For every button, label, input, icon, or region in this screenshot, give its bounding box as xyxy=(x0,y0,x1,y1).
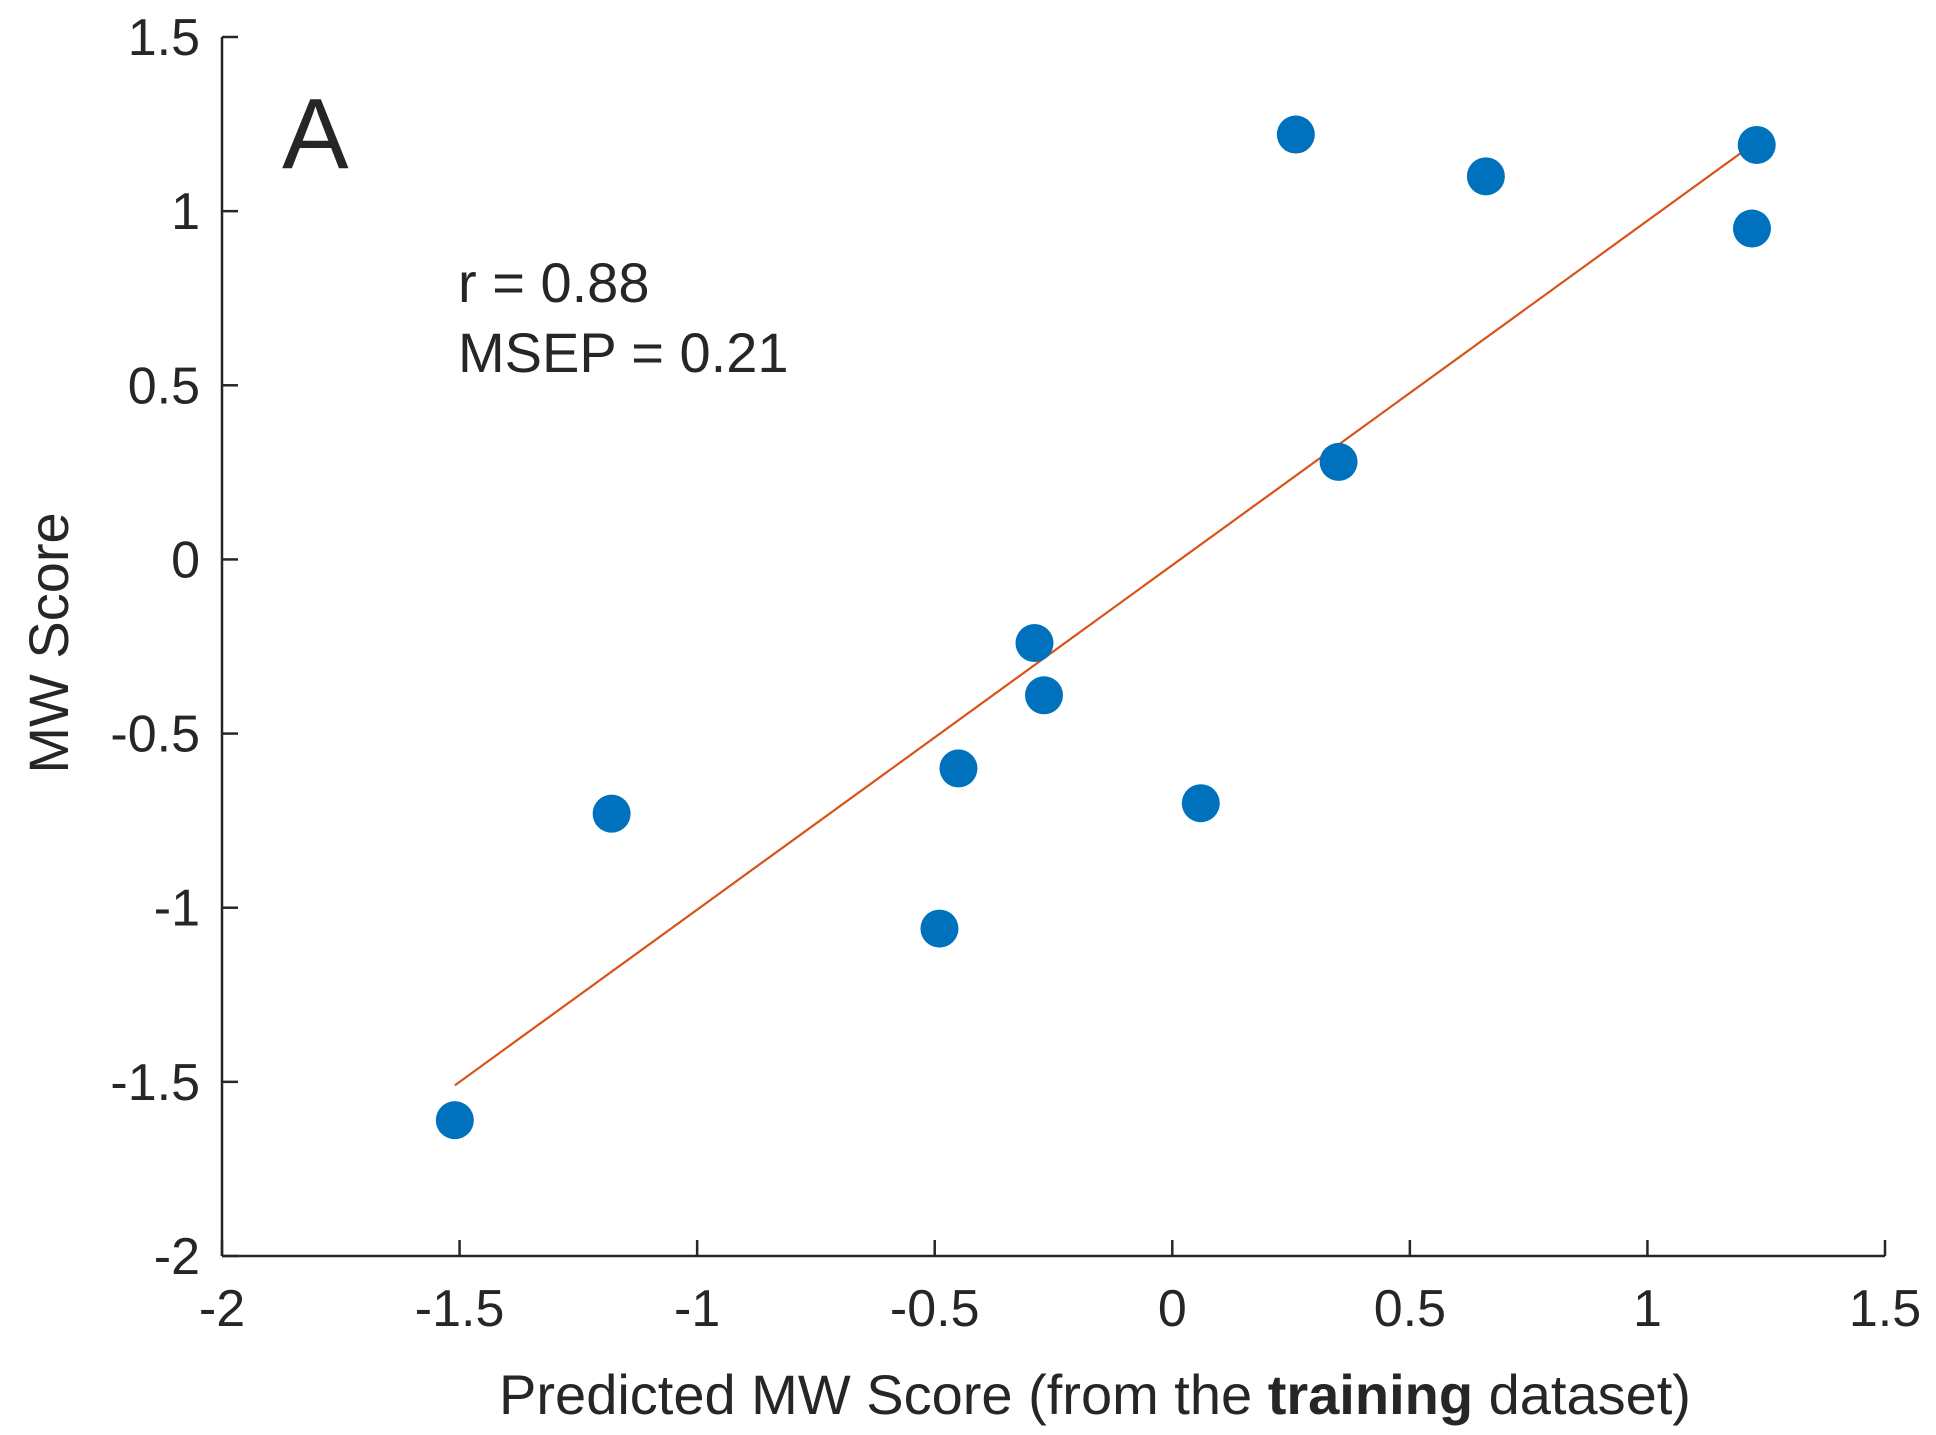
data-points xyxy=(435,115,1776,1140)
x-tick-label: -1 xyxy=(674,1280,720,1338)
x-axis-label-suffix: dataset) xyxy=(1473,1363,1691,1426)
data-point xyxy=(1737,125,1776,164)
x-tick-label: 0 xyxy=(1158,1280,1187,1338)
data-point xyxy=(1466,157,1505,196)
x-axis-label-bold: training xyxy=(1268,1363,1473,1426)
x-tick-label: 1 xyxy=(1633,1280,1662,1338)
y-axis-label: MW Score xyxy=(17,512,80,773)
y-tick-label: 0.5 xyxy=(128,357,200,415)
x-tick-label: 0.5 xyxy=(1374,1280,1446,1338)
x-tick-label: -0.5 xyxy=(890,1280,980,1338)
data-point xyxy=(1015,624,1054,663)
data-point xyxy=(435,1101,474,1140)
x-tick-label: -1.5 xyxy=(415,1280,505,1338)
y-tick-label: -1 xyxy=(154,880,200,938)
data-point xyxy=(920,909,959,948)
panel-label: A xyxy=(282,78,349,190)
y-tick-label: -0.5 xyxy=(110,706,200,764)
axes: -2 -1.5 -1 -0.5 0 0.5 1 1.5 -2 -1.5 -1 -0.5 0 0.5 1 1.5 xyxy=(110,9,1921,1338)
chart-text: A r = 0.88 MSEP = 0.21 MW Score Predicte… xyxy=(17,78,1691,1426)
data-point xyxy=(1024,676,1063,715)
fit-line-layer xyxy=(454,140,1758,1087)
data-point xyxy=(592,794,631,833)
data-point xyxy=(1319,442,1358,481)
data-point xyxy=(1181,784,1220,823)
x-axis-label-prefix: Predicted MW Score (from the xyxy=(499,1363,1268,1426)
y-tick-label: 1.5 xyxy=(128,9,200,67)
data-point xyxy=(939,749,978,788)
data-point xyxy=(1276,115,1315,154)
x-axis-label: Predicted MW Score (from the training da… xyxy=(499,1363,1691,1426)
regression-line xyxy=(454,140,1758,1087)
x-tick-label: 1.5 xyxy=(1849,1280,1921,1338)
y-tick-label: 1 xyxy=(171,183,200,241)
data-point xyxy=(1732,209,1771,248)
y-tick-label: 0 xyxy=(171,531,200,589)
x-tick-label: -2 xyxy=(199,1280,245,1338)
correlation-annotation: r = 0.88 xyxy=(458,251,649,314)
y-tick-label: -2 xyxy=(154,1228,200,1286)
msep-annotation: MSEP = 0.21 xyxy=(458,321,789,384)
y-tick-label: -1.5 xyxy=(110,1054,200,1112)
